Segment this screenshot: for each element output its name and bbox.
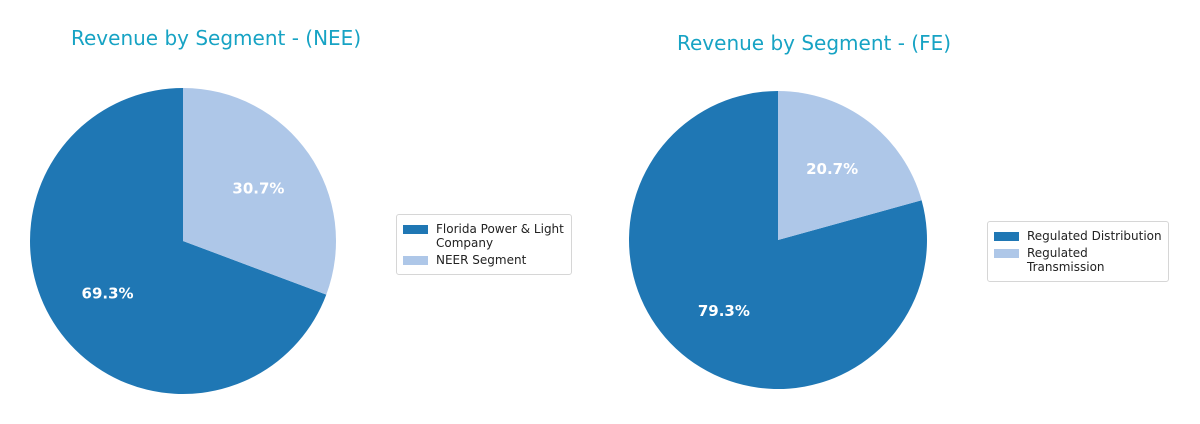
legend-swatch-neer-segment (403, 256, 428, 265)
legend-swatch-regulated-transmission (994, 249, 1019, 258)
legend-label-regulated-transmission: Regulated Transmission (1027, 246, 1105, 274)
pie-slice-neer-segment (183, 88, 336, 295)
legend-label-regulated-distribution: Regulated Distribution (1027, 229, 1162, 243)
pie-slice-florida-power-light-company (29, 88, 327, 395)
pie-slice-regulated-transmission (778, 91, 922, 240)
legend-nee: Florida Power & Light Company NEER Segmen… (396, 214, 572, 275)
pie-label-neer-segment: 30.7% (232, 180, 284, 198)
legend-swatch-florida-power-light (403, 225, 428, 234)
legend-swatch-regulated-distribution (994, 232, 1019, 241)
legend-item-regulated-transmission: Regulated Transmission (994, 246, 1162, 274)
pie-label-regulated-transmission: 20.7% (806, 160, 858, 178)
pie-label-florida-power-light-company: 69.3% (82, 284, 134, 302)
pie-label-regulated-distribution: 79.3% (698, 302, 750, 320)
legend-item-florida-power-light: Florida Power & Light Company (403, 222, 565, 250)
legend-item-neer-segment: NEER Segment (403, 253, 565, 267)
legend-label-florida-power-light: Florida Power & Light Company (436, 222, 564, 250)
chart-title-fe: Revenue by Segment - (FE) (677, 31, 952, 55)
legend-fe: Regulated Distribution Regulated Transmi… (987, 221, 1169, 282)
chart-title-nee: Revenue by Segment - (NEE) (71, 26, 362, 50)
legend-label-florida-power-light-line-1: Florida Power & (436, 222, 531, 236)
legend-label-florida-power-light-line-2: Light (533, 222, 564, 236)
pie-slice-regulated-distribution (629, 91, 928, 389)
legend-label-florida-power-light-line-3: Company (436, 236, 494, 250)
legend-item-regulated-distribution: Regulated Distribution (994, 229, 1162, 243)
legend-label-neer-segment: NEER Segment (436, 253, 527, 267)
